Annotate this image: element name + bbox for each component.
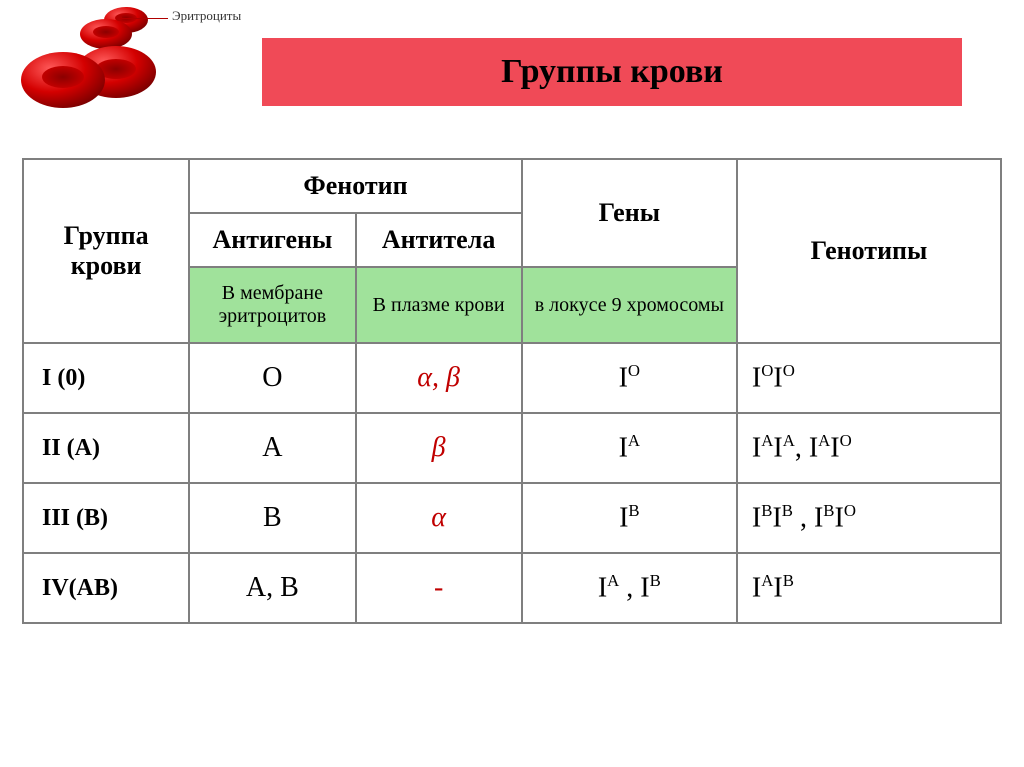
- cell-antibody: α: [356, 483, 522, 553]
- cell-gene: IB: [522, 483, 737, 553]
- sub-genes-loc: в локусе 9 хромосомы: [522, 267, 737, 343]
- title-bar: Группы крови: [262, 38, 962, 106]
- cell-antibody: α, β: [356, 343, 522, 413]
- row-label: III (B): [23, 483, 189, 553]
- cell-gene: IO: [522, 343, 737, 413]
- blood-groups-table: Группа крови Фенотип Гены Генотипы Антиг…: [22, 158, 1002, 624]
- label-line: [120, 18, 168, 19]
- erythrocytes-label: Эритроциты: [172, 8, 241, 24]
- cell-gene: IA , IB: [522, 553, 737, 623]
- cell-antigen: A, B: [189, 553, 355, 623]
- th-phenotype: Фенотип: [189, 159, 522, 213]
- th-genes: Гены: [522, 159, 737, 267]
- cell-antibody: -: [356, 553, 522, 623]
- cell-antibody: β: [356, 413, 522, 483]
- th-antigens: Антигены: [189, 213, 355, 267]
- page-title: Группы крови: [501, 53, 723, 91]
- cell-antigen: O: [189, 343, 355, 413]
- row-label: I (0): [23, 343, 189, 413]
- th-antibodies: Антитела: [356, 213, 522, 267]
- row-label: II (A): [23, 413, 189, 483]
- sub-antigens-loc: В мембране эритроцитов: [189, 267, 355, 343]
- cell-genotype: IBIB , IBIO: [737, 483, 1001, 553]
- th-genotypes: Генотипы: [737, 159, 1001, 343]
- sub-antibodies-loc: В плазме крови: [356, 267, 522, 343]
- th-group: Группа крови: [23, 159, 189, 343]
- cell-antigen: B: [189, 483, 355, 553]
- header-area: Эритроциты Группы крови: [0, 0, 1024, 140]
- cell-genotype: IAIA, IAIO: [737, 413, 1001, 483]
- row-label: IV(AB): [23, 553, 189, 623]
- cell-genotype: IOIO: [737, 343, 1001, 413]
- cell-antigen: A: [189, 413, 355, 483]
- blood-cells-image: [18, 2, 188, 127]
- table-container: Группа крови Фенотип Гены Генотипы Антиг…: [0, 140, 1024, 624]
- cell-gene: IA: [522, 413, 737, 483]
- cell-genotype: IAIB: [737, 553, 1001, 623]
